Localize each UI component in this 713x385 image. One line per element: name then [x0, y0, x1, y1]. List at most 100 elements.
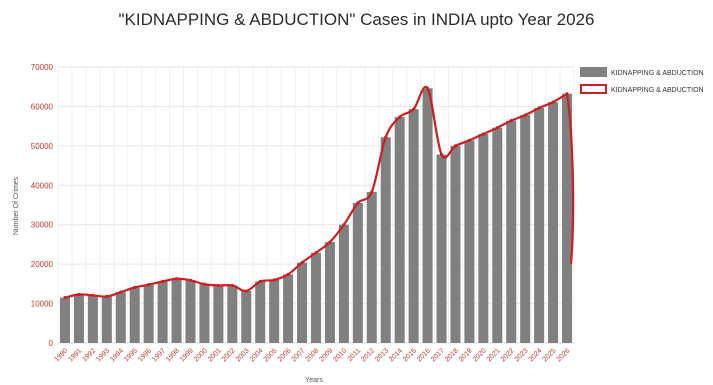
x-tick-label: 2017	[430, 347, 446, 363]
x-tick-label: 2021	[486, 347, 502, 363]
x-tick-label: 2011	[347, 347, 363, 363]
x-axis-label: Years	[305, 377, 323, 384]
x-tick-label: 2004	[249, 347, 265, 363]
bar-1998	[171, 278, 182, 343]
x-tick-label: 2019	[458, 347, 474, 363]
bar-2013	[380, 137, 391, 343]
line-point-2024	[537, 106, 541, 110]
bar-2016	[422, 88, 433, 343]
y-tick-label: 10000	[31, 300, 54, 309]
bar-2017	[436, 154, 447, 343]
line-point-2001	[216, 283, 220, 288]
bar-2012	[366, 191, 377, 343]
y-tick-label: 70000	[31, 63, 54, 72]
x-tick-label: 2015	[402, 347, 418, 363]
legend-swatch-line	[580, 84, 607, 94]
line-point-1997	[160, 279, 165, 284]
x-tick-label: 2002	[221, 347, 237, 363]
y-tick-label: 20000	[31, 260, 54, 269]
x-tick-label: 1996	[137, 347, 153, 363]
line-point-2009	[328, 240, 332, 244]
bar-2025	[548, 102, 559, 343]
chart-title: "KIDNAPPING & ABDUCTION" Cases in INDIA …	[118, 10, 595, 29]
bar-2006	[283, 274, 294, 343]
x-tick-label: 2003	[235, 347, 251, 363]
gridlines	[57, 66, 575, 344]
x-tick-label: 1999	[179, 347, 195, 363]
bar-1993	[101, 296, 112, 343]
legend-label-line: KIDNAPPING & ABDUCTION	[611, 87, 704, 94]
bar-2019	[464, 140, 475, 343]
bar-2018	[450, 145, 461, 343]
bar-1990	[59, 297, 70, 343]
line-point-1990	[63, 296, 67, 300]
line-point-2008	[314, 251, 318, 255]
bar-series	[59, 88, 573, 344]
line-point-2014	[398, 115, 402, 119]
line-point-2016	[425, 86, 430, 90]
legend: KIDNAPPING & ABDUCTION KIDNAPPING & ABDUC…	[580, 67, 704, 94]
line-point-2004	[258, 279, 262, 284]
x-tick-label: 2007	[291, 347, 307, 363]
x-tick-label: 2022	[500, 347, 516, 363]
bar-2024	[534, 108, 545, 344]
bar-1991	[73, 294, 84, 343]
y-tick-label: 30000	[31, 221, 54, 230]
y-tick-label: 50000	[31, 142, 54, 151]
line-point-1992	[91, 293, 95, 297]
bar-2026	[562, 93, 573, 343]
line-point-1993	[105, 294, 109, 299]
bar-2010	[338, 224, 349, 343]
bar-1994	[115, 292, 126, 343]
bar-2005	[269, 279, 280, 343]
x-tick-label: 2010	[332, 347, 348, 363]
bar-2015	[408, 109, 419, 343]
line-point-2005	[272, 278, 276, 282]
line-point-2023	[523, 113, 527, 117]
bar-2022	[506, 120, 517, 343]
x-tick-label: 2012	[360, 347, 376, 363]
x-tick-label: 2013	[374, 347, 390, 363]
bar-2000	[199, 284, 210, 343]
x-tick-label: 2016	[416, 347, 432, 363]
line-point-2010	[342, 223, 346, 227]
bar-2009	[324, 242, 335, 343]
bar-2020	[478, 134, 489, 343]
line-series	[63, 85, 575, 300]
x-tick-label: 1991	[67, 347, 83, 363]
bar-1992	[87, 295, 98, 343]
line-point-2018	[453, 144, 458, 148]
x-tick-label: 2001	[207, 347, 223, 363]
x-axis-ticks: 1990199119921993199419951996199719981999…	[53, 347, 571, 363]
series-line-tail	[565, 93, 575, 264]
y-tick-label: 60000	[31, 102, 54, 111]
y-axis-ticks: 0 10000 20000 30000 40000 50000 60000 70000	[31, 63, 54, 348]
legend-label-bar: KIDNAPPING & ABDUCTION	[611, 70, 704, 77]
x-tick-label: 1998	[165, 347, 181, 363]
bar-2011	[352, 203, 363, 343]
bar-1997	[157, 281, 168, 343]
x-tick-label: 2020	[472, 347, 488, 363]
line-point-1999	[188, 278, 193, 282]
bar-2003	[241, 290, 252, 343]
line-point-1996	[147, 283, 151, 287]
x-tick-label: 1993	[95, 347, 111, 363]
bar-2008	[310, 252, 322, 343]
bar-2007	[297, 262, 308, 343]
line-point-2021	[495, 126, 499, 130]
bar-1999	[185, 280, 196, 343]
line-point-2013	[384, 135, 388, 139]
line-point-2011	[356, 201, 360, 205]
x-tick-label: 1994	[109, 347, 125, 363]
x-tick-label: 2025	[542, 347, 558, 363]
y-tick-label: 40000	[31, 181, 54, 190]
x-tick-label: 2009	[318, 347, 334, 363]
line-point-1998	[174, 277, 179, 281]
line-point-2015	[412, 107, 416, 111]
x-tick-label: 1992	[81, 347, 97, 363]
x-tick-label: 2005	[263, 347, 279, 363]
x-tick-label: 1995	[123, 347, 139, 363]
line-point-2006	[286, 272, 290, 276]
x-tick-label: 2014	[388, 347, 404, 363]
x-tick-label: 2000	[193, 347, 209, 363]
